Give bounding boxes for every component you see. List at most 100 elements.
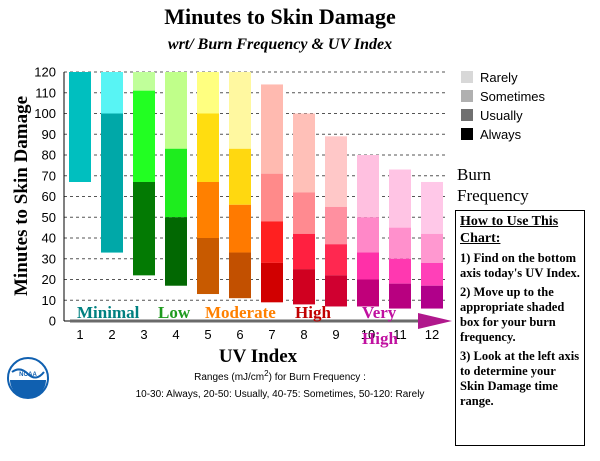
bar-segment-uv-3-always (133, 181, 155, 276)
bar-segment-uv-9-always (325, 275, 347, 307)
how-to-step-1: 1) Find on the bottom axis today's UV In… (460, 251, 580, 280)
x-tick-1: 1 (76, 327, 83, 342)
x-tick-6: 6 (236, 327, 243, 342)
x-tick-2: 2 (108, 327, 115, 342)
bar-uv-4 (165, 72, 187, 286)
bar-segment-uv-12-sometimes (421, 233, 443, 263)
noaa-logo: NOAA (7, 357, 49, 399)
legend-label-usually: Usually (480, 108, 523, 123)
bar-segment-uv-10-rarely (357, 155, 379, 218)
gridlines (64, 71, 448, 301)
bar-segment-uv-4-always (165, 217, 187, 286)
ranges-note-line-2: 10-30: Always, 20-50: Usually, 40-75: So… (136, 389, 425, 400)
legend-swatch-usually (461, 109, 473, 121)
x-tick-labels: 1 2 3 4 5 6 7 8 9 10 11 12 (76, 327, 439, 342)
y-tick-0: 0 (49, 314, 56, 329)
bar-uv-3 (133, 72, 155, 276)
bar-segment-uv-11-always (389, 283, 411, 309)
bar-segment-uv-6-usually (229, 204, 251, 253)
bar-uv-8 (293, 113, 315, 305)
x-tick-4: 4 (172, 327, 179, 342)
x-tick-3: 3 (140, 327, 147, 342)
bar-segment-uv-9-sometimes (325, 206, 347, 245)
bar-segment-uv-6-always (229, 252, 251, 299)
ranges-note-line-1: Ranges (mJ/cm2) for Burn Frequency : (194, 369, 366, 383)
y-tick-30: 30 (42, 251, 56, 266)
uv-category-arrow-head (418, 313, 452, 329)
bar-uv-7 (261, 84, 283, 303)
svg-text:NOAA: NOAA (19, 372, 37, 378)
x-tick-11: 11 (393, 327, 407, 342)
bar-segment-uv-7-sometimes (261, 173, 283, 222)
y-tick-110: 110 (35, 85, 56, 100)
bar-segment-uv-7-always (261, 262, 283, 303)
bar-segment-uv-5-sometimes (197, 113, 219, 182)
bar-uv-1 (69, 72, 91, 182)
y-tick-40: 40 (42, 231, 56, 246)
bar-uv-6 (229, 72, 251, 299)
bar-uv-9 (325, 136, 347, 307)
bar-segment-uv-4-usually (165, 148, 187, 218)
y-tick-80: 80 (42, 148, 56, 163)
y-tick-70: 70 (42, 168, 56, 183)
bar-segment-uv-8-sometimes (293, 192, 315, 234)
x-tick-7: 7 (268, 327, 275, 342)
bar-uv-10 (357, 155, 379, 307)
bar-segment-uv-9-rarely (325, 136, 347, 207)
how-to-step-2: 2) Move up to the appropriate shaded box… (460, 285, 565, 344)
uv-categories: Minimal Low Moderate High Very High (77, 303, 398, 348)
x-tick-12: 12 (425, 327, 439, 342)
bar-uv-5 (197, 72, 219, 295)
x-tick-5: 5 (204, 327, 211, 342)
bar-segment-uv-12-rarely (421, 181, 443, 234)
legend-swatch-always (461, 128, 473, 140)
chart-subtitle: wrt/ Burn Frequency & UV Index (168, 36, 392, 53)
how-to-step-3: 3) Look at the left axis to determine yo… (460, 349, 580, 408)
legend-title-line-1: Burn (457, 165, 492, 184)
legend-label-rarely: Rarely (480, 70, 518, 85)
bar-uv-11 (389, 169, 411, 309)
bar-segment-uv-11-usually (389, 258, 411, 284)
y-tick-10: 10 (42, 293, 56, 308)
x-tick-10: 10 (361, 327, 375, 342)
bar-segment-uv-10-always (357, 279, 379, 307)
x-tick-9: 9 (332, 327, 339, 342)
bar-segment-uv-11-rarely (389, 169, 411, 228)
y-tick-60: 60 (42, 189, 56, 204)
bar-segment-uv-12-usually (421, 262, 443, 286)
bar-segment-uv-4-sometimes (165, 72, 187, 149)
bar-segment-uv-5-usually (197, 181, 219, 238)
bar-segment-uv-3-usually (133, 90, 155, 182)
legend-swatch-sometimes (461, 90, 473, 102)
bar-segment-uv-8-usually (293, 233, 315, 270)
how-to-use-heading: How to Use This Chart: (460, 214, 559, 246)
bars (69, 72, 443, 309)
y-tick-labels: 0 10 20 30 40 50 60 70 80 90 100 110 120 (34, 65, 56, 329)
y-axis-label: Minutes to Skin Damage (11, 96, 32, 296)
bar-segment-uv-12-always (421, 285, 443, 309)
x-axis-label: UV Index (219, 346, 298, 367)
legend-label-sometimes: Sometimes (480, 89, 546, 104)
uv-category-minimal: Minimal (77, 303, 140, 322)
bar-segment-uv-6-sometimes (229, 148, 251, 205)
bar-segment-uv-6-rarely (229, 72, 251, 149)
bar-segment-uv-3-sometimes (133, 72, 155, 91)
bar-segment-uv-9-usually (325, 244, 347, 276)
y-tick-20: 20 (42, 272, 56, 287)
legend-title-line-2: Frequency (457, 186, 529, 205)
uv-category-moderate: Moderate (205, 303, 276, 322)
bar-segment-uv-2-always (101, 113, 123, 253)
legend: Rarely Sometimes Usually Always (461, 70, 546, 142)
y-tick-50: 50 (42, 210, 56, 225)
bar-segment-uv-8-rarely (293, 113, 315, 193)
legend-label-always: Always (480, 127, 522, 142)
bar-segment-uv-1-always (69, 72, 91, 182)
uv-category-high: High (295, 303, 331, 322)
uv-category-low: Low (158, 303, 191, 322)
uv-category-very-high: High (362, 329, 398, 348)
bar-segment-uv-7-usually (261, 221, 283, 263)
chart-title: Minutes to Skin Damage (164, 4, 396, 29)
x-tick-8: 8 (300, 327, 307, 342)
bar-segment-uv-5-rarely (197, 72, 219, 114)
